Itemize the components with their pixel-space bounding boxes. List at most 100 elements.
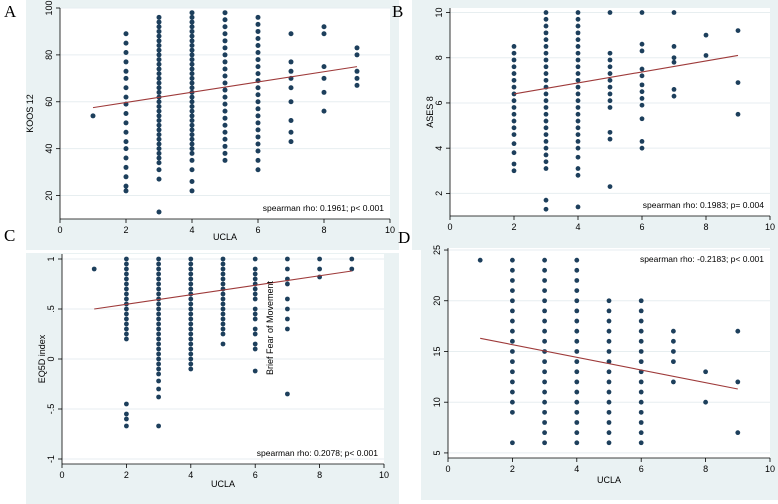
scatter-point bbox=[607, 98, 613, 104]
scatter-point bbox=[189, 10, 195, 16]
scatter-point bbox=[188, 366, 194, 372]
scatter-point bbox=[123, 111, 129, 116]
scatter-point bbox=[542, 430, 547, 436]
scatter-point bbox=[123, 75, 129, 81]
scatter-point bbox=[638, 338, 644, 344]
x-tick-label: 6 bbox=[639, 222, 644, 232]
scatter-point bbox=[156, 306, 162, 312]
scatter-point bbox=[638, 359, 644, 365]
scatter-point bbox=[156, 378, 162, 384]
scatter-point bbox=[255, 64, 261, 70]
scatter-point bbox=[222, 17, 228, 23]
scatter-point bbox=[543, 111, 549, 117]
scatter-point bbox=[510, 389, 515, 395]
scatter-point bbox=[285, 391, 290, 397]
scatter-point bbox=[607, 84, 613, 90]
x-tick-label: 10 bbox=[379, 470, 389, 480]
scatter-point bbox=[252, 266, 258, 272]
y-tick-label: 60 bbox=[44, 97, 54, 107]
scatter-point bbox=[156, 103, 162, 109]
scatter-point bbox=[511, 57, 517, 63]
scatter-point bbox=[349, 256, 355, 262]
scatter-point bbox=[156, 80, 162, 86]
scatter-point bbox=[124, 321, 129, 327]
scatter-point bbox=[156, 122, 162, 128]
scatter-point bbox=[638, 399, 644, 405]
scatter-point bbox=[189, 71, 195, 77]
scatter-point bbox=[189, 33, 195, 39]
scatter-point bbox=[156, 141, 162, 147]
scatter-point bbox=[606, 298, 612, 304]
scatter-point bbox=[189, 167, 195, 173]
scatter-point bbox=[671, 86, 677, 92]
scatter-point bbox=[156, 136, 162, 142]
scatter-point bbox=[575, 145, 581, 151]
x-tick-label: 2 bbox=[123, 225, 128, 235]
scatter-point bbox=[220, 261, 226, 267]
scatter-point bbox=[575, 91, 581, 97]
scatter-point bbox=[607, 50, 613, 56]
scatter-point bbox=[543, 159, 549, 165]
scatter-point bbox=[189, 66, 195, 72]
scatter-point bbox=[542, 359, 547, 365]
scatter-point bbox=[543, 77, 549, 83]
scatter-point bbox=[575, 16, 581, 22]
scatter-point bbox=[511, 150, 517, 156]
scatter-point bbox=[511, 161, 517, 167]
scatter-point bbox=[189, 103, 195, 109]
scatter-point bbox=[607, 129, 613, 135]
scatter-point bbox=[639, 10, 645, 15]
scatter-point bbox=[156, 386, 162, 392]
scatter-point bbox=[607, 10, 613, 15]
scatter-point bbox=[543, 57, 549, 63]
scatter-point bbox=[188, 276, 194, 282]
scatter-point bbox=[511, 98, 517, 104]
panel-d-letter: D bbox=[398, 228, 411, 247]
y-tick-label: -1 bbox=[46, 455, 56, 463]
scatter-point bbox=[252, 286, 258, 292]
scatter-point bbox=[574, 298, 580, 304]
scatter-point bbox=[321, 64, 327, 70]
scatter-point bbox=[542, 369, 547, 375]
scatter-point bbox=[123, 146, 129, 152]
scatter-point bbox=[156, 99, 162, 105]
scatter-point bbox=[124, 276, 129, 282]
scatter-point bbox=[607, 105, 613, 110]
scatter-point bbox=[543, 50, 549, 56]
scatter-point bbox=[542, 288, 547, 294]
scatter-point bbox=[189, 57, 195, 63]
scatter-point bbox=[188, 281, 194, 287]
scatter-point bbox=[156, 286, 162, 292]
x-axis-label: UCLA bbox=[597, 475, 621, 485]
scatter-point bbox=[543, 23, 549, 29]
x-tick-label: 0 bbox=[445, 464, 450, 474]
scatter-point bbox=[255, 141, 261, 147]
scatter-point bbox=[735, 328, 741, 334]
x-tick-label: 6 bbox=[639, 464, 644, 474]
x-tick-label: 10 bbox=[765, 464, 775, 474]
scatter-point bbox=[255, 106, 261, 112]
scatter-point bbox=[91, 266, 97, 272]
y-axis-label: KOOS 12 bbox=[25, 94, 35, 133]
scatter-point bbox=[189, 61, 195, 67]
scatter-point bbox=[574, 420, 580, 425]
scatter-point bbox=[255, 148, 261, 154]
scatter-point bbox=[703, 369, 708, 375]
scatter-point bbox=[510, 338, 515, 344]
scatter-point bbox=[288, 99, 294, 105]
scatter-point bbox=[510, 318, 515, 324]
scatter-point bbox=[575, 30, 581, 36]
y-tick-label: -.5 bbox=[46, 404, 56, 415]
scatter-point bbox=[222, 157, 228, 163]
y-axis-label: EQ5D index bbox=[37, 334, 47, 383]
scatter-point bbox=[511, 105, 517, 110]
scatter-point bbox=[575, 10, 581, 15]
scatter-point bbox=[188, 356, 194, 362]
scatter-point bbox=[124, 291, 129, 297]
scatter-point bbox=[542, 267, 547, 273]
scatter-point bbox=[123, 85, 129, 91]
scatter-point bbox=[124, 416, 129, 422]
scatter-point bbox=[189, 14, 195, 20]
scatter-point bbox=[189, 75, 195, 81]
scatter-point bbox=[703, 399, 708, 405]
